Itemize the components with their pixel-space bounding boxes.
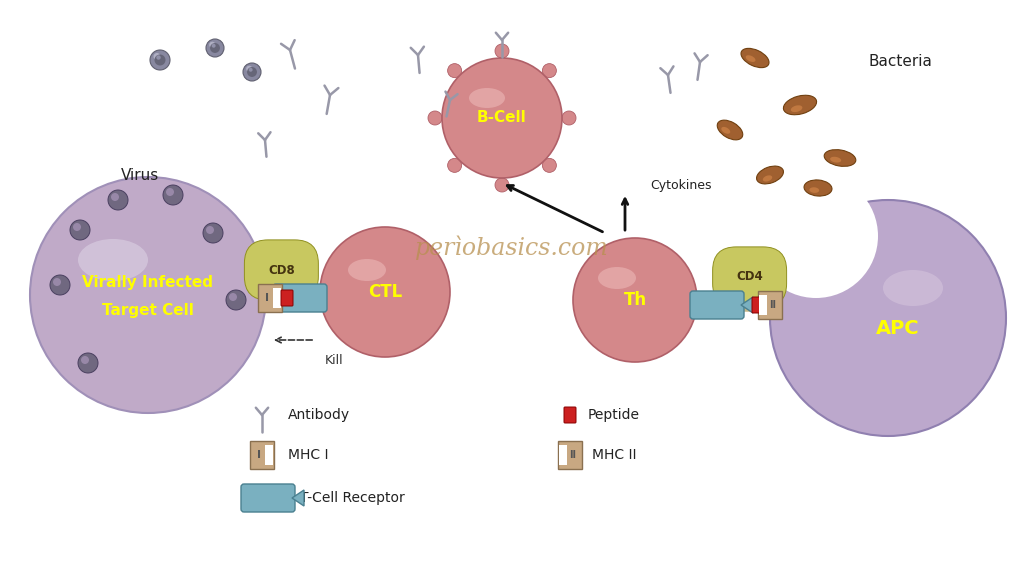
Circle shape	[206, 39, 224, 57]
Circle shape	[212, 44, 216, 48]
Text: Kill: Kill	[325, 354, 344, 367]
Circle shape	[243, 63, 261, 81]
Text: CD8: CD8	[268, 263, 295, 276]
FancyBboxPatch shape	[564, 407, 575, 423]
Text: Target Cell: Target Cell	[102, 303, 194, 319]
Polygon shape	[292, 490, 304, 506]
Circle shape	[150, 50, 170, 70]
FancyBboxPatch shape	[250, 441, 274, 469]
FancyBboxPatch shape	[752, 297, 764, 313]
Circle shape	[73, 223, 81, 231]
Polygon shape	[264, 290, 276, 306]
Ellipse shape	[783, 95, 816, 114]
Text: Bacteria: Bacteria	[868, 55, 932, 69]
Ellipse shape	[598, 267, 636, 289]
Text: Th: Th	[624, 291, 646, 309]
Text: II: II	[568, 450, 575, 460]
FancyBboxPatch shape	[258, 284, 282, 312]
Circle shape	[754, 174, 878, 298]
Circle shape	[229, 293, 237, 301]
Text: MHC I: MHC I	[288, 448, 329, 462]
Text: APC: APC	[877, 319, 920, 337]
FancyBboxPatch shape	[273, 284, 327, 312]
Circle shape	[495, 44, 509, 58]
Circle shape	[247, 67, 257, 77]
FancyBboxPatch shape	[558, 441, 582, 469]
Text: I: I	[257, 450, 261, 460]
Ellipse shape	[78, 239, 148, 281]
FancyBboxPatch shape	[264, 445, 273, 465]
Text: Peptide: Peptide	[588, 408, 640, 422]
Ellipse shape	[757, 166, 783, 184]
FancyBboxPatch shape	[241, 484, 295, 512]
Circle shape	[157, 55, 161, 60]
Circle shape	[166, 188, 174, 196]
Ellipse shape	[883, 270, 943, 306]
Text: Antibody: Antibody	[288, 408, 350, 422]
Circle shape	[249, 68, 253, 72]
Circle shape	[50, 275, 70, 295]
FancyBboxPatch shape	[758, 291, 782, 319]
FancyBboxPatch shape	[759, 295, 767, 315]
FancyBboxPatch shape	[559, 445, 567, 465]
FancyBboxPatch shape	[690, 291, 744, 319]
Circle shape	[209, 42, 215, 48]
Circle shape	[81, 356, 89, 364]
Text: Cytokines: Cytokines	[650, 179, 712, 192]
Circle shape	[78, 353, 98, 373]
Circle shape	[155, 55, 166, 65]
Circle shape	[108, 190, 128, 210]
Ellipse shape	[741, 49, 769, 68]
Circle shape	[770, 200, 1006, 436]
Circle shape	[246, 65, 253, 72]
Ellipse shape	[809, 187, 819, 193]
Text: Virally Infected: Virally Infected	[83, 275, 213, 290]
Ellipse shape	[348, 259, 386, 281]
Circle shape	[573, 238, 697, 362]
Ellipse shape	[763, 175, 772, 182]
Text: B-Cell: B-Cell	[477, 111, 527, 126]
Text: CTL: CTL	[368, 283, 402, 301]
FancyBboxPatch shape	[272, 288, 281, 308]
Ellipse shape	[745, 55, 756, 62]
Circle shape	[210, 43, 220, 53]
Ellipse shape	[721, 127, 730, 134]
Circle shape	[203, 223, 223, 243]
Circle shape	[53, 278, 61, 286]
Text: Virus: Virus	[121, 168, 159, 183]
Circle shape	[163, 185, 183, 205]
Circle shape	[226, 290, 246, 310]
Text: CD4: CD4	[736, 271, 763, 284]
Circle shape	[111, 193, 119, 201]
Text: T-Cell Receptor: T-Cell Receptor	[300, 491, 404, 505]
Circle shape	[206, 226, 214, 234]
Circle shape	[562, 111, 575, 125]
Circle shape	[495, 178, 509, 192]
Circle shape	[428, 111, 442, 125]
Text: MHC II: MHC II	[592, 448, 637, 462]
Circle shape	[319, 227, 450, 357]
Text: perìobasics.com: perìobasics.com	[415, 236, 609, 260]
Circle shape	[543, 158, 556, 173]
Text: I: I	[265, 293, 269, 303]
Ellipse shape	[824, 149, 856, 166]
Circle shape	[543, 64, 556, 78]
Circle shape	[154, 53, 161, 60]
Circle shape	[30, 177, 266, 413]
Ellipse shape	[791, 105, 803, 112]
Ellipse shape	[717, 120, 742, 140]
FancyBboxPatch shape	[281, 290, 293, 306]
Circle shape	[442, 58, 562, 178]
Ellipse shape	[830, 157, 841, 162]
Circle shape	[447, 158, 462, 173]
Polygon shape	[741, 297, 753, 313]
Circle shape	[447, 64, 462, 78]
Ellipse shape	[469, 88, 505, 108]
Circle shape	[70, 220, 90, 240]
Ellipse shape	[804, 180, 831, 196]
Text: II: II	[769, 300, 776, 310]
